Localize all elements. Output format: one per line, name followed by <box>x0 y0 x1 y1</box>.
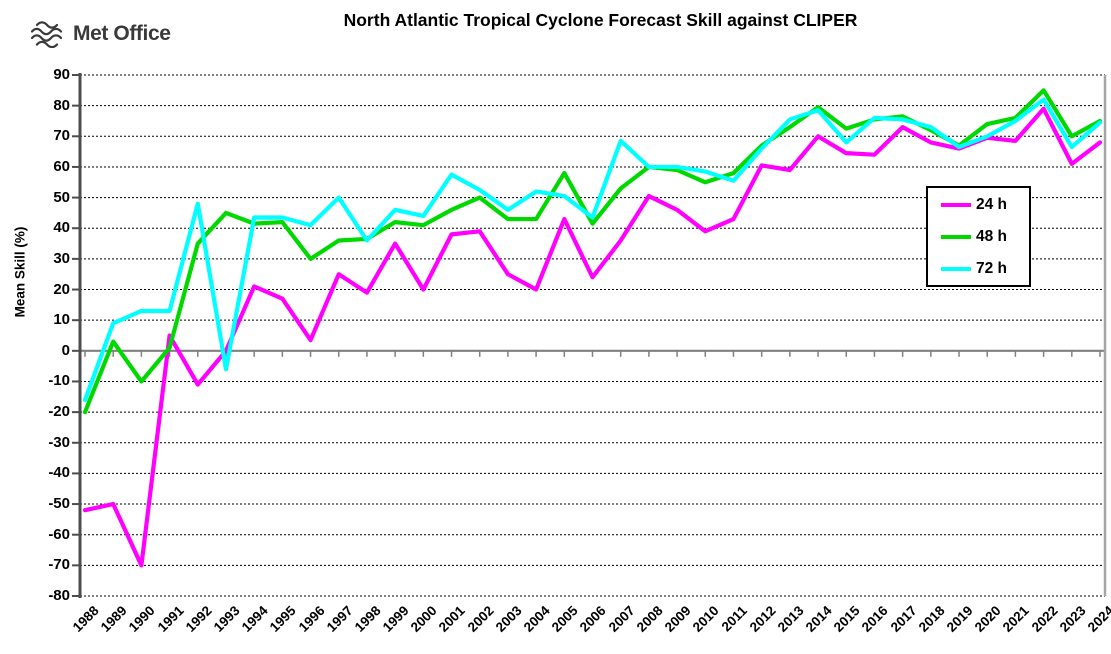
legend-item: 48 h <box>941 221 1029 253</box>
legend-line-sample <box>941 235 971 239</box>
legend-line-sample <box>941 203 971 207</box>
legend-items: 24 h 48 h 72 h <box>941 189 1029 285</box>
legend-line-sample <box>941 267 971 271</box>
y-axis-tick-label: -50 <box>48 495 70 513</box>
y-axis-tick-label: 60 <box>53 157 70 175</box>
y-axis-tick-label: -80 <box>48 587 70 604</box>
legend-item: 24 h <box>941 189 1029 221</box>
legend-item-label: 24 h <box>976 196 1008 213</box>
y-axis-tick-label: -70 <box>48 556 70 574</box>
legend-item-label: 48 h <box>976 228 1008 245</box>
y-axis-tick-label: 30 <box>53 249 70 267</box>
y-axis-tick-label: 10 <box>53 311 70 329</box>
met-office-waves-icon <box>30 21 63 48</box>
y-axis-tick-label: 80 <box>53 96 70 114</box>
y-axis-tick-label: -40 <box>48 464 70 482</box>
met-office-logo: Met Office <box>28 20 171 48</box>
y-axis-tick-label: -10 <box>48 372 70 390</box>
y-axis-tick-label: 40 <box>53 219 70 237</box>
y-axis-tick-label: -20 <box>48 403 70 421</box>
legend: 24 h 48 h 72 h <box>926 186 1031 287</box>
y-axis-tick-label: 0 <box>61 341 70 359</box>
y-axis-tick-label: 50 <box>53 188 70 206</box>
y-axis-tick-label: 90 <box>53 66 70 83</box>
legend-item-label: 72 h <box>976 260 1008 277</box>
series-line-24h <box>82 106 1103 568</box>
legend-item: 72 h <box>941 253 1029 285</box>
y-axis-tick-label: 70 <box>53 127 70 145</box>
series-line-72h <box>82 97 1103 402</box>
met-office-logo-text: Met Office <box>73 22 171 45</box>
y-axis-tick-label: 20 <box>53 280 70 298</box>
chart-title: North Atlantic Tropical Cyclone Forecast… <box>343 10 858 30</box>
y-axis-tick-label: -60 <box>48 525 70 543</box>
y-axis-tick-label: -30 <box>48 433 70 451</box>
